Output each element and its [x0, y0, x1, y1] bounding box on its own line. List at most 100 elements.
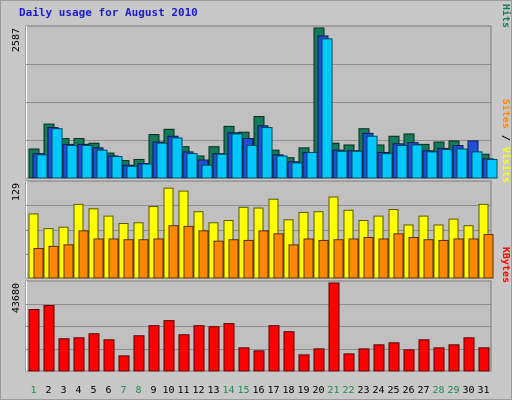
bar-sites-day-2 — [48, 245, 59, 279]
bar-sites-day-20 — [318, 239, 329, 279]
bar-kbytes-day-23 — [358, 348, 370, 372]
legend-visits: Visits — [500, 147, 512, 183]
bar-kbytes-day-31 — [478, 347, 490, 372]
bar-kbytes-day-1 — [28, 309, 40, 372]
bar-pages-day-25 — [396, 145, 408, 179]
bar-sites-day-1 — [33, 248, 44, 279]
bar-pages-day-1 — [36, 154, 48, 179]
x-tick-label-10: 10 — [162, 385, 174, 396]
x-tick-label-7: 7 — [120, 385, 126, 396]
bar-pages-day-29 — [456, 148, 468, 179]
x-tick-label-2: 2 — [45, 385, 51, 396]
legend-hits: Hits — [500, 4, 512, 28]
x-tick-label-20: 20 — [312, 385, 324, 396]
bar-pages-day-5 — [96, 149, 108, 179]
bar-sites-day-22 — [348, 238, 359, 279]
x-tick-label-27: 27 — [417, 385, 429, 396]
bar-kbytes-day-14 — [223, 323, 235, 372]
bar-sites-day-30 — [468, 238, 479, 279]
panel-3: 43680 KBytes — [11, 247, 511, 372]
x-tick-label-17: 17 — [267, 385, 279, 396]
bar-pages-day-12 — [201, 164, 213, 179]
x-tick-label-23: 23 — [357, 385, 369, 396]
bar-pages-day-6 — [111, 156, 123, 179]
panel-max-label: 129 — [11, 183, 22, 201]
bar-kbytes-day-11 — [178, 334, 190, 372]
bar-pages-day-14 — [231, 133, 243, 179]
bar-kbytes-day-28 — [433, 347, 445, 372]
x-tick-label-5: 5 — [90, 385, 96, 396]
panel-max-label: 43680 — [11, 283, 22, 313]
bar-pages-day-13 — [216, 153, 228, 179]
bar-kbytes-day-15 — [238, 347, 250, 372]
x-tick-label-16: 16 — [252, 385, 264, 396]
x-tick-label-11: 11 — [177, 385, 189, 396]
bar-pages-day-31 — [486, 158, 498, 179]
chart-title: Daily usage for August 2010 — [19, 6, 198, 19]
x-tick-label-6: 6 — [105, 385, 111, 396]
x-tick-label-29: 29 — [447, 385, 459, 396]
bar-sites-day-5 — [93, 238, 104, 279]
bar-pages-day-27 — [426, 151, 438, 179]
bar-sites-day-3 — [63, 244, 74, 279]
x-tick-label-25: 25 — [387, 385, 399, 396]
bar-pages-day-22 — [351, 150, 363, 179]
bar-sites-day-8 — [138, 239, 149, 279]
bar-pages-day-2 — [51, 128, 63, 179]
bar-sites-day-27 — [423, 239, 434, 279]
panel-legend: Sites / Visits — [500, 99, 512, 183]
bar-kbytes-day-9 — [148, 325, 160, 372]
bar-sites-day-21 — [333, 239, 344, 279]
bar-kbytes-day-8 — [133, 335, 145, 372]
bar-pages-day-18 — [291, 162, 303, 179]
bar-sites-day-11 — [183, 225, 194, 279]
x-tick-label-30: 30 — [462, 385, 474, 396]
legend-separator: / — [500, 129, 511, 147]
bar-sites-day-14 — [228, 239, 239, 279]
x-tick-label-31: 31 — [477, 385, 489, 396]
bar-pages-day-11 — [186, 153, 198, 179]
bar-sites-day-10 — [168, 225, 179, 279]
bar-kbytes-day-12 — [193, 325, 205, 372]
bar-kbytes-day-17 — [268, 325, 280, 372]
x-tick-label-8: 8 — [135, 385, 141, 396]
x-tick-label-18: 18 — [282, 385, 294, 396]
x-tick-label-24: 24 — [372, 385, 384, 396]
bar-pages-day-3 — [66, 145, 78, 179]
x-tick-label-28: 28 — [432, 385, 444, 396]
bar-kbytes-day-24 — [373, 344, 385, 372]
bar-kbytes-day-10 — [163, 320, 175, 372]
bar-kbytes-day-21 — [328, 282, 340, 372]
x-tick-label-3: 3 — [60, 385, 66, 396]
bar-kbytes-day-25 — [388, 342, 400, 372]
bar-sites-day-31 — [483, 234, 494, 279]
x-tick-label-1: 1 — [30, 385, 36, 396]
bar-kbytes-day-4 — [73, 337, 85, 372]
panel-1: 2587 Pages / Files / Hits — [11, 1, 512, 179]
bar-pages-day-24 — [381, 153, 393, 179]
bar-sites-day-19 — [303, 238, 314, 279]
bar-kbytes-day-20 — [313, 348, 325, 372]
legend-kbytes: KBytes — [500, 247, 511, 283]
bar-sites-day-15 — [243, 239, 254, 279]
x-tick-label-21: 21 — [327, 385, 339, 396]
bar-pages-day-26 — [411, 144, 423, 179]
bar-pages-day-17 — [276, 155, 288, 179]
panel-2: 129 Sites / Visits — [11, 99, 512, 279]
panel-legend: KBytes — [500, 247, 511, 283]
bar-pages-day-21 — [336, 150, 348, 179]
x-tick-label-19: 19 — [297, 385, 309, 396]
bar-kbytes-day-26 — [403, 349, 415, 372]
x-tick-label-26: 26 — [402, 385, 414, 396]
bar-kbytes-day-29 — [448, 344, 460, 372]
bar-pages-day-15 — [246, 145, 258, 179]
bar-kbytes-day-13 — [208, 326, 220, 372]
bar-pages-day-16 — [261, 127, 273, 179]
bar-sites-day-24 — [378, 238, 389, 279]
bar-kbytes-day-7 — [118, 355, 130, 372]
bar-kbytes-day-27 — [418, 339, 430, 372]
bar-sites-day-17 — [273, 233, 284, 279]
bar-pages-day-19 — [306, 151, 318, 179]
bar-sites-day-9 — [153, 238, 164, 279]
